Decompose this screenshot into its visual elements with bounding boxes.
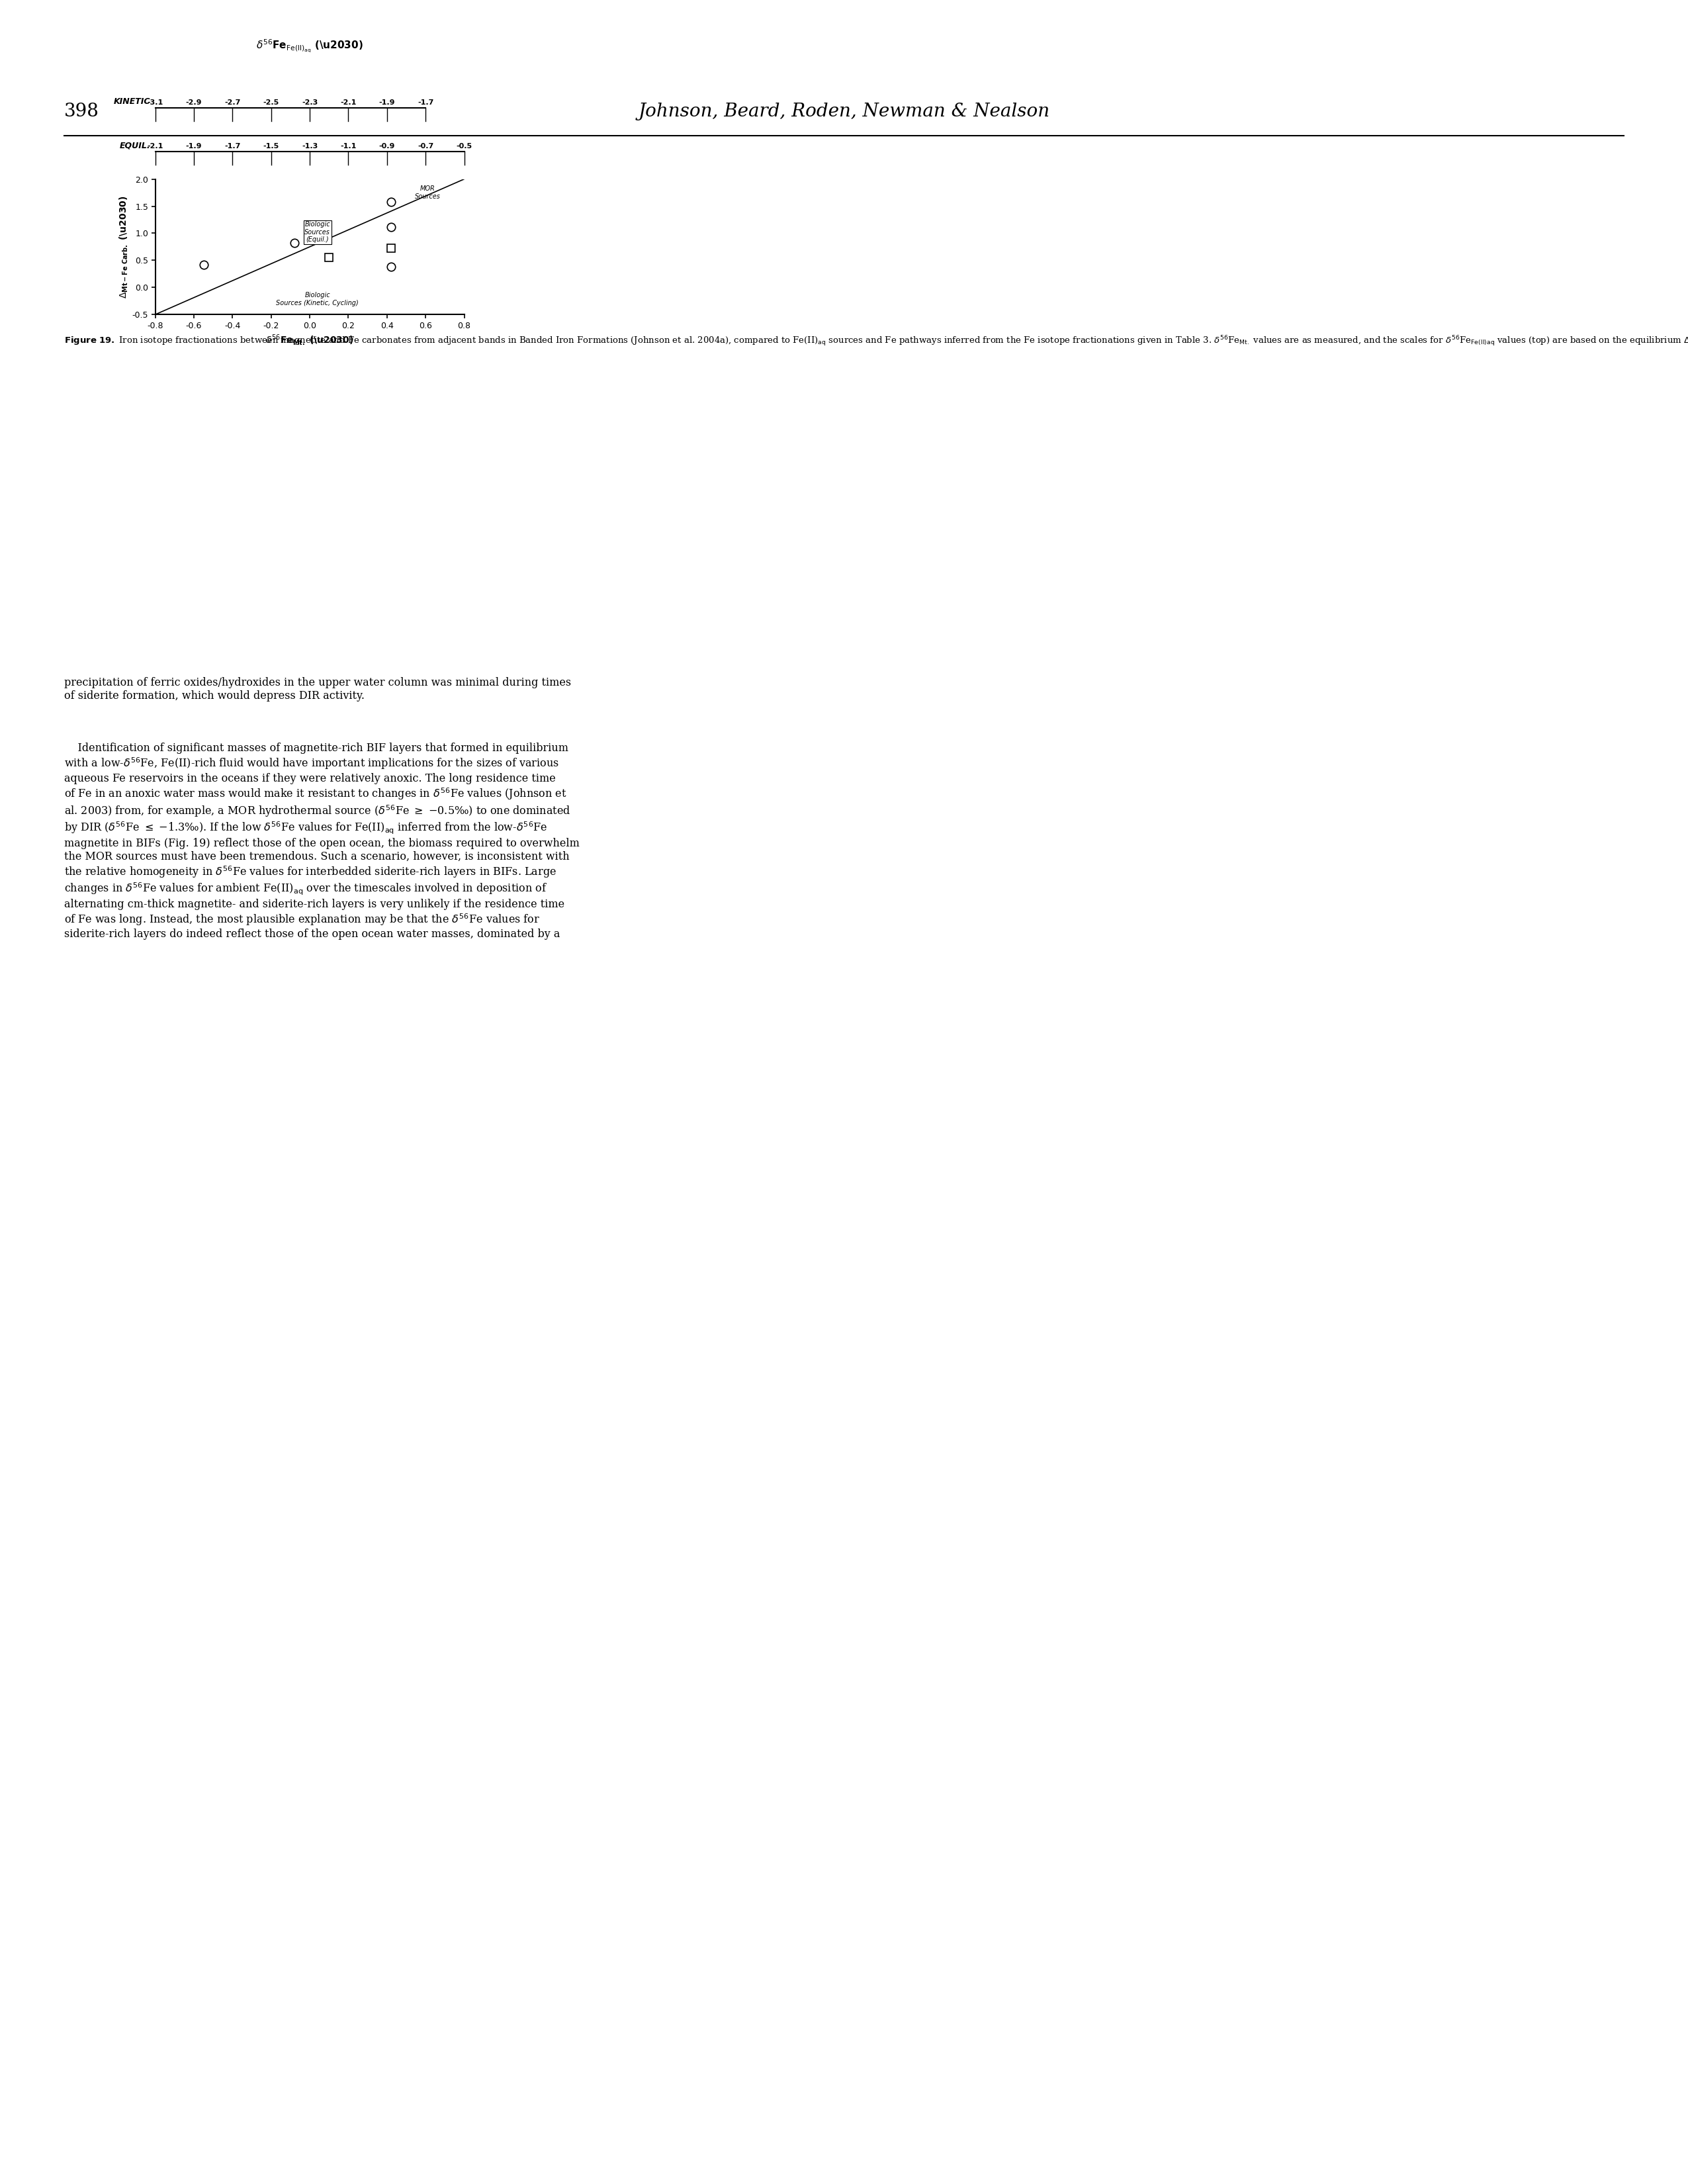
- Text: -1.9: -1.9: [186, 142, 203, 149]
- Text: Identification of significant masses of magnetite-rich BIF layers that formed in: Identification of significant masses of …: [64, 743, 579, 939]
- Y-axis label: $\Delta_{\mathbf{Mt-Fe\ Carb.}}$ (\u2030): $\Delta_{\mathbf{Mt-Fe\ Carb.}}$ (\u2030…: [118, 194, 130, 299]
- Text: Biologic
Sources (Kinetic, Cycling): Biologic Sources (Kinetic, Cycling): [277, 293, 360, 306]
- Text: -1.5: -1.5: [263, 142, 279, 149]
- Text: -1.3: -1.3: [302, 142, 317, 149]
- Text: KINETIC: KINETIC: [113, 98, 150, 107]
- Text: -2.5: -2.5: [263, 98, 279, 107]
- Text: Biologic
Sources
(Equil.): Biologic Sources (Equil.): [304, 221, 331, 242]
- Text: $\mathbf{Figure\ 19.}$ Iron isotope fractionations between magnetite and Fe carb: $\mathbf{Figure\ 19.}$ Iron isotope frac…: [64, 334, 1688, 347]
- Text: -2.9: -2.9: [186, 98, 203, 107]
- Text: -1.1: -1.1: [341, 142, 356, 149]
- Text: -1.7: -1.7: [417, 98, 434, 107]
- X-axis label: $\delta^{56}$Fe$_{\mathbf{Mt.}}$ (\u2030): $\delta^{56}$Fe$_{\mathbf{Mt.}}$ (\u2030…: [265, 332, 354, 347]
- Text: precipitation of ferric oxides/hydroxides in the upper water column was minimal : precipitation of ferric oxides/hydroxide…: [64, 677, 571, 701]
- Text: -2.3: -2.3: [302, 98, 317, 107]
- Text: EQUIL.: EQUIL.: [120, 142, 150, 149]
- Text: -2.7: -2.7: [225, 98, 241, 107]
- Text: $\delta^{56}$Fe$_{\rm Fe(II)_{aq}}$ (\u2030): $\delta^{56}$Fe$_{\rm Fe(II)_{aq}}$ (\u2…: [257, 37, 363, 55]
- Text: -1.9: -1.9: [378, 98, 395, 107]
- Text: Johnson, Beard, Roden, Newman & Nealson: Johnson, Beard, Roden, Newman & Nealson: [638, 103, 1050, 120]
- Text: 398: 398: [64, 103, 100, 120]
- Text: -0.9: -0.9: [378, 142, 395, 149]
- Text: MOR
Sources: MOR Sources: [415, 186, 441, 199]
- Text: -1.7: -1.7: [225, 142, 241, 149]
- Text: -0.7: -0.7: [417, 142, 434, 149]
- Text: -2.1: -2.1: [341, 98, 356, 107]
- Text: -3.1: -3.1: [147, 98, 164, 107]
- Text: -2.1: -2.1: [147, 142, 164, 149]
- Text: -0.5: -0.5: [456, 142, 473, 149]
